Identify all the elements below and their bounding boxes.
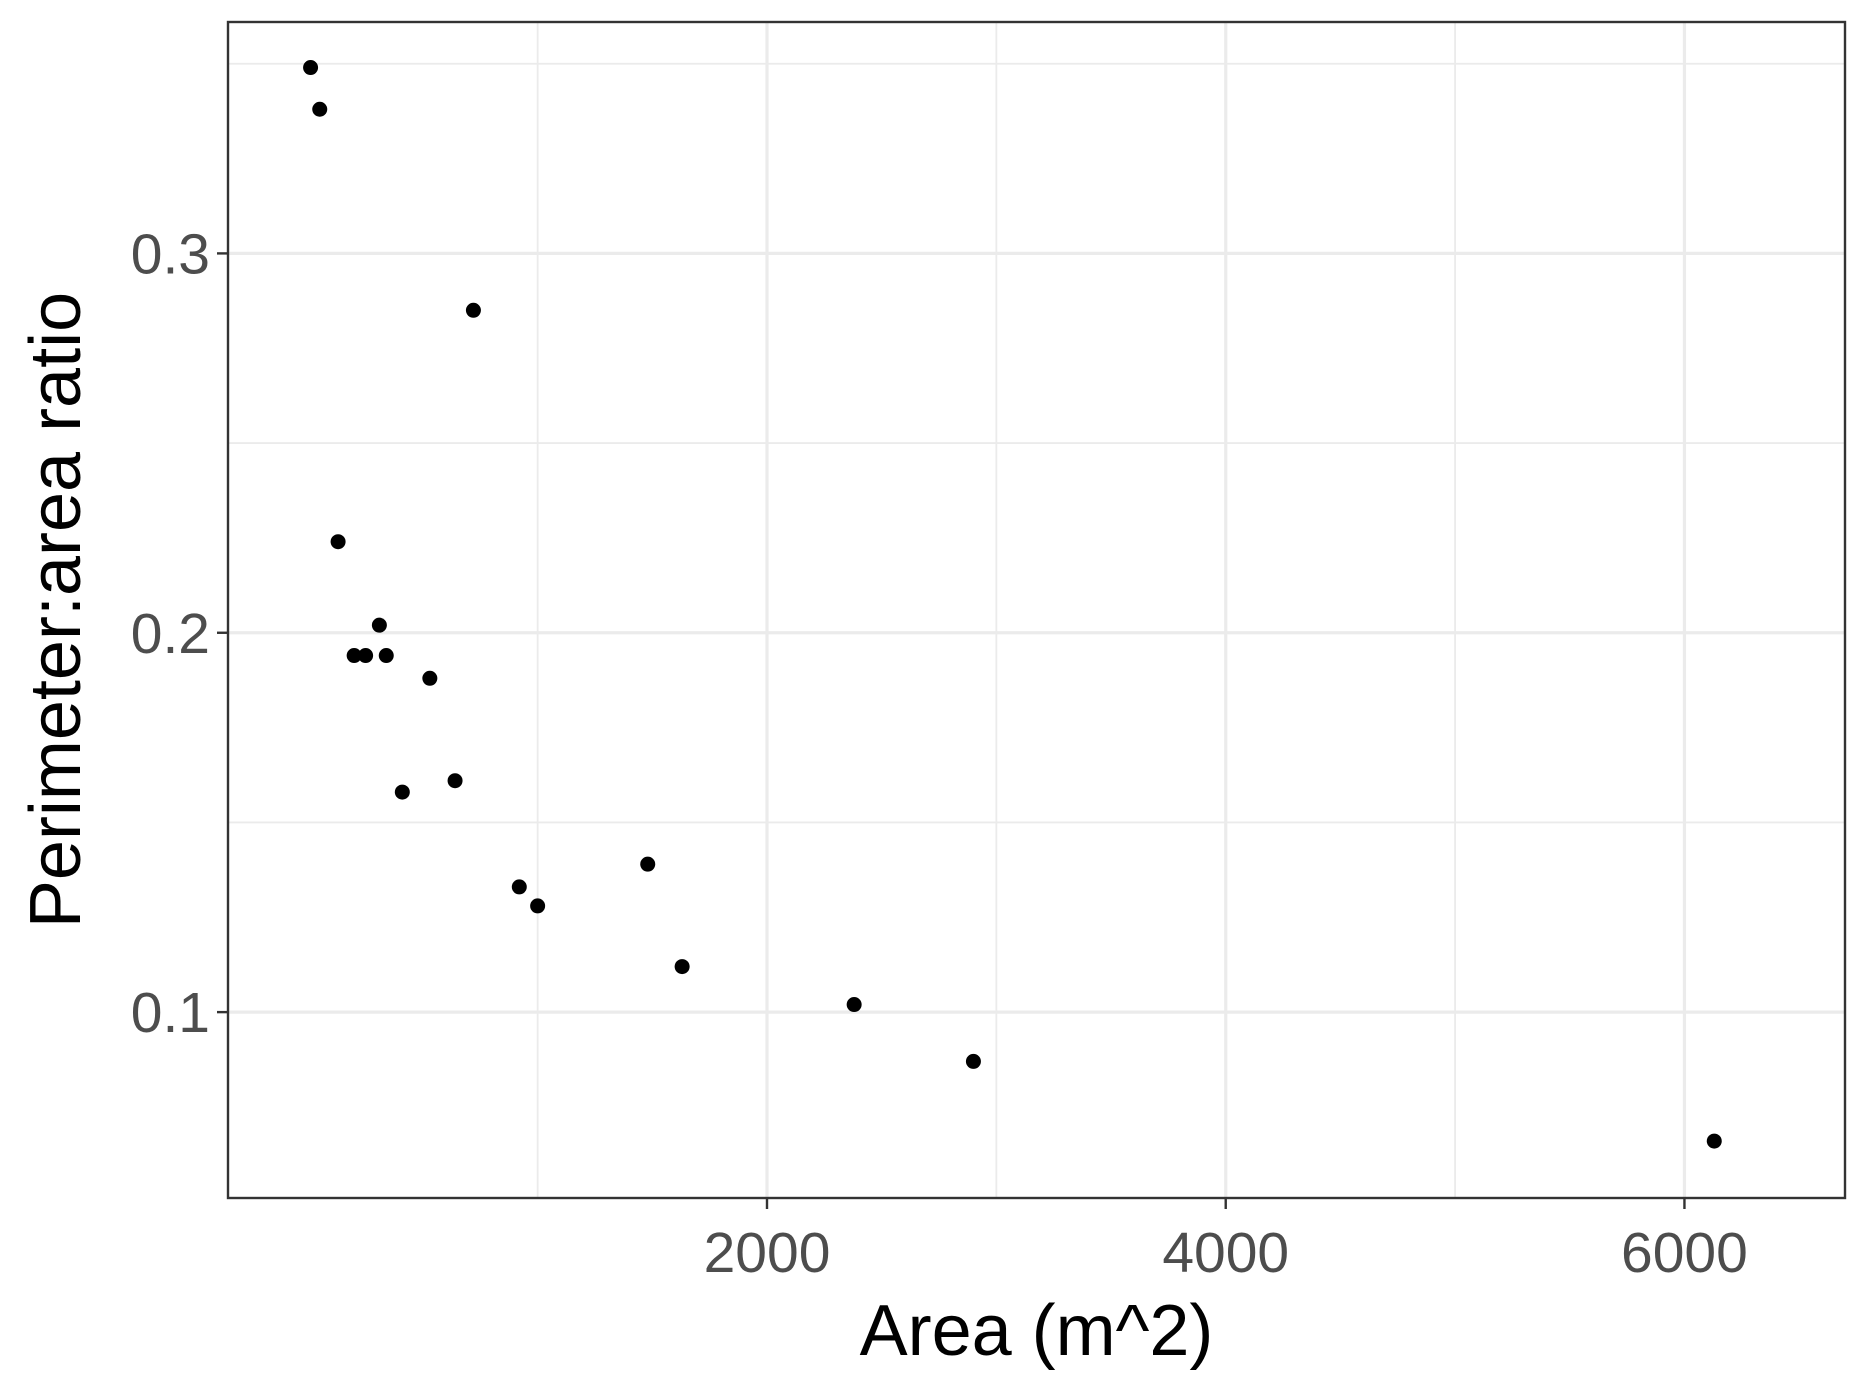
data-point (378, 648, 394, 664)
x-tick-label: 6000 (1621, 1221, 1748, 1285)
data-point (965, 1053, 981, 1069)
data-point (312, 101, 328, 117)
y-axis: 0.1 0.2 0.3 (131, 222, 228, 1045)
data-point (346, 648, 362, 664)
panel-border (226, 20, 1847, 1200)
data-point (422, 670, 438, 686)
data-point (674, 959, 690, 975)
x-tick-label: 2000 (704, 1221, 831, 1285)
data-point (394, 784, 410, 800)
data-point (511, 879, 527, 895)
x-axis: 2000 4000 6000 (704, 1198, 1748, 1285)
data-point (846, 997, 862, 1013)
x-axis-title: Area (m^2) (860, 1291, 1214, 1371)
data-point (330, 534, 346, 550)
y-tick-label: 0.1 (131, 981, 210, 1045)
data-point (447, 773, 463, 789)
grid (228, 22, 1845, 1198)
data-point (1706, 1133, 1722, 1149)
data-point (530, 898, 546, 914)
x-tick-label: 4000 (1162, 1221, 1289, 1285)
data-point (465, 302, 481, 318)
data-point (371, 617, 387, 633)
data-points (303, 60, 1722, 1149)
data-point (640, 856, 656, 872)
y-tick-label: 0.3 (131, 222, 210, 286)
data-point (303, 60, 319, 76)
y-tick-label: 0.2 (131, 602, 210, 666)
y-axis-title: Perimeter:area ratio (16, 292, 96, 928)
data-point (358, 648, 374, 664)
